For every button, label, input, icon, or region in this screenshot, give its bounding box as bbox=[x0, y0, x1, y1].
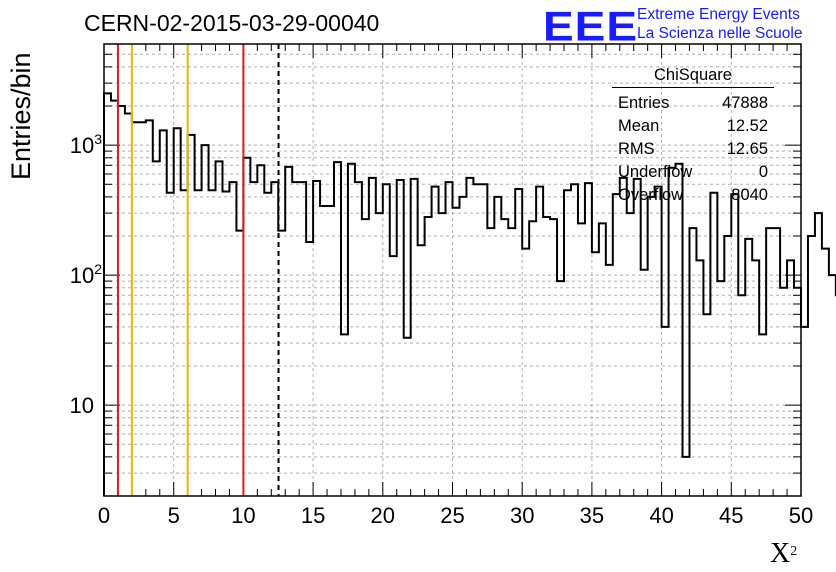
plot-frame bbox=[103, 43, 802, 497]
x-tick-label: 50 bbox=[789, 503, 813, 528]
stats-label: Overflow bbox=[618, 186, 684, 204]
stats-row-rms: RMS 12.65 bbox=[612, 138, 774, 161]
x-tick-label: 10 bbox=[231, 503, 255, 528]
stats-value: 12.65 bbox=[726, 140, 768, 158]
x-tick-label: 5 bbox=[168, 503, 180, 528]
stats-value: 12.52 bbox=[726, 117, 768, 135]
stats-label: RMS bbox=[618, 140, 655, 158]
stats-label: Mean bbox=[618, 117, 660, 135]
x-tick-label: 0 bbox=[98, 503, 110, 528]
y-axis-label: Entries/bin bbox=[6, 52, 36, 180]
x-tick-label: 15 bbox=[301, 503, 325, 528]
eee-logo: EEE bbox=[543, 2, 639, 50]
x-tick-label: 45 bbox=[719, 503, 743, 528]
logo-caption-line1: Extreme Energy Events bbox=[637, 6, 800, 23]
y-tick-label: 103 bbox=[70, 131, 102, 158]
stats-label: Underflow bbox=[618, 163, 693, 181]
x-tick-label: 40 bbox=[649, 503, 673, 528]
logo-caption: Extreme Energy Events La Scienza nelle S… bbox=[637, 5, 802, 43]
x-tick-label: 25 bbox=[440, 503, 464, 528]
y-tick-label: 10 bbox=[70, 393, 94, 418]
x-axis-label-base: X bbox=[770, 538, 791, 569]
x-tick-label: 35 bbox=[580, 503, 604, 528]
stats-box: ChiSquare Entries 47888 Mean 12.52 RMS 12.6… bbox=[612, 66, 774, 207]
stats-row-entries: Entries 47888 bbox=[612, 92, 774, 115]
stats-row-overflow: Overflow 8040 bbox=[612, 184, 774, 207]
stats-row-mean: Mean 12.52 bbox=[612, 115, 774, 138]
stats-value: 0 bbox=[758, 163, 768, 181]
x-tick-label: 30 bbox=[510, 503, 534, 528]
logo-caption-line2: La Scienza nelle Scuole bbox=[637, 25, 803, 42]
stats-value: 47888 bbox=[722, 94, 768, 112]
chart-title: CERN-02-2015-03-29-00040 bbox=[84, 10, 380, 36]
stats-title: ChiSquare bbox=[612, 66, 774, 88]
x-axis-label-sup: 2 bbox=[790, 544, 798, 559]
x-axis-label: X2 bbox=[770, 538, 797, 570]
stats-row-underflow: Underflow 0 bbox=[612, 161, 774, 184]
stats-value: 8040 bbox=[731, 186, 768, 204]
x-tick-label: 20 bbox=[371, 503, 395, 528]
histogram-series bbox=[103, 92, 836, 496]
y-tick-label: 102 bbox=[70, 261, 102, 288]
stats-label: Entries bbox=[618, 94, 670, 112]
